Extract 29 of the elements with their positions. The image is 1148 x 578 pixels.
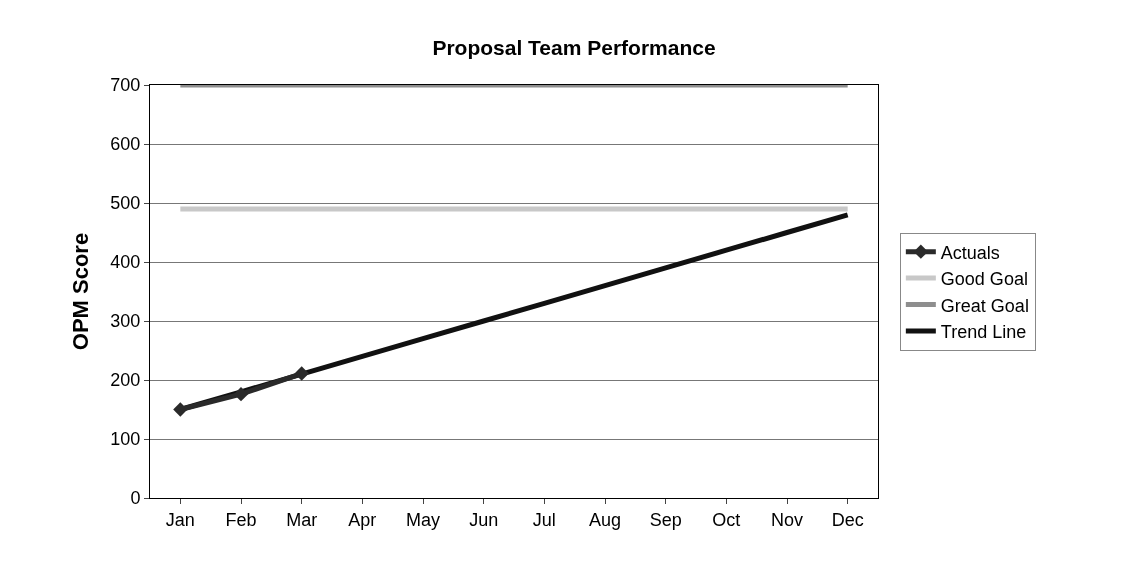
y-axis-title: OPM Score — [68, 232, 94, 351]
point — [294, 366, 309, 381]
y-tick-label: 300 — [110, 311, 141, 332]
x-tick-label: Oct — [712, 509, 741, 530]
legend-label: Actuals — [940, 242, 1000, 263]
legend-label: Great Goal — [940, 295, 1029, 316]
x-tick-label: Jul — [532, 509, 556, 530]
x-tick-label: Jun — [469, 509, 499, 530]
y-tick-label: 200 — [110, 370, 141, 391]
y-tick-label: 400 — [110, 252, 141, 273]
legend-label: Good Goal — [940, 269, 1028, 290]
x-tick-label: Dec — [831, 509, 864, 530]
legend-label: Trend Line — [940, 321, 1027, 342]
chart-title: Proposal Team Performance — [432, 36, 716, 60]
x-tick-label: Aug — [588, 509, 622, 530]
x-tick-label: Mar — [286, 509, 318, 530]
y-tick-label: 100 — [110, 429, 141, 450]
x-tick-label: Feb — [225, 509, 257, 530]
point — [233, 387, 249, 402]
y-tick-label: 700 — [110, 75, 141, 96]
y-tick-label: 0 — [130, 488, 141, 509]
x-tick-label: Jan — [165, 509, 195, 530]
x-tick-label: May — [405, 509, 441, 530]
point — [173, 402, 188, 417]
y-tick-label: 500 — [110, 193, 141, 214]
x-tick-label: Nov — [770, 509, 804, 530]
x-tick-label: Sep — [649, 509, 682, 530]
y-tick-label: 600 — [110, 134, 141, 155]
x-tick-label: Apr — [348, 509, 377, 530]
